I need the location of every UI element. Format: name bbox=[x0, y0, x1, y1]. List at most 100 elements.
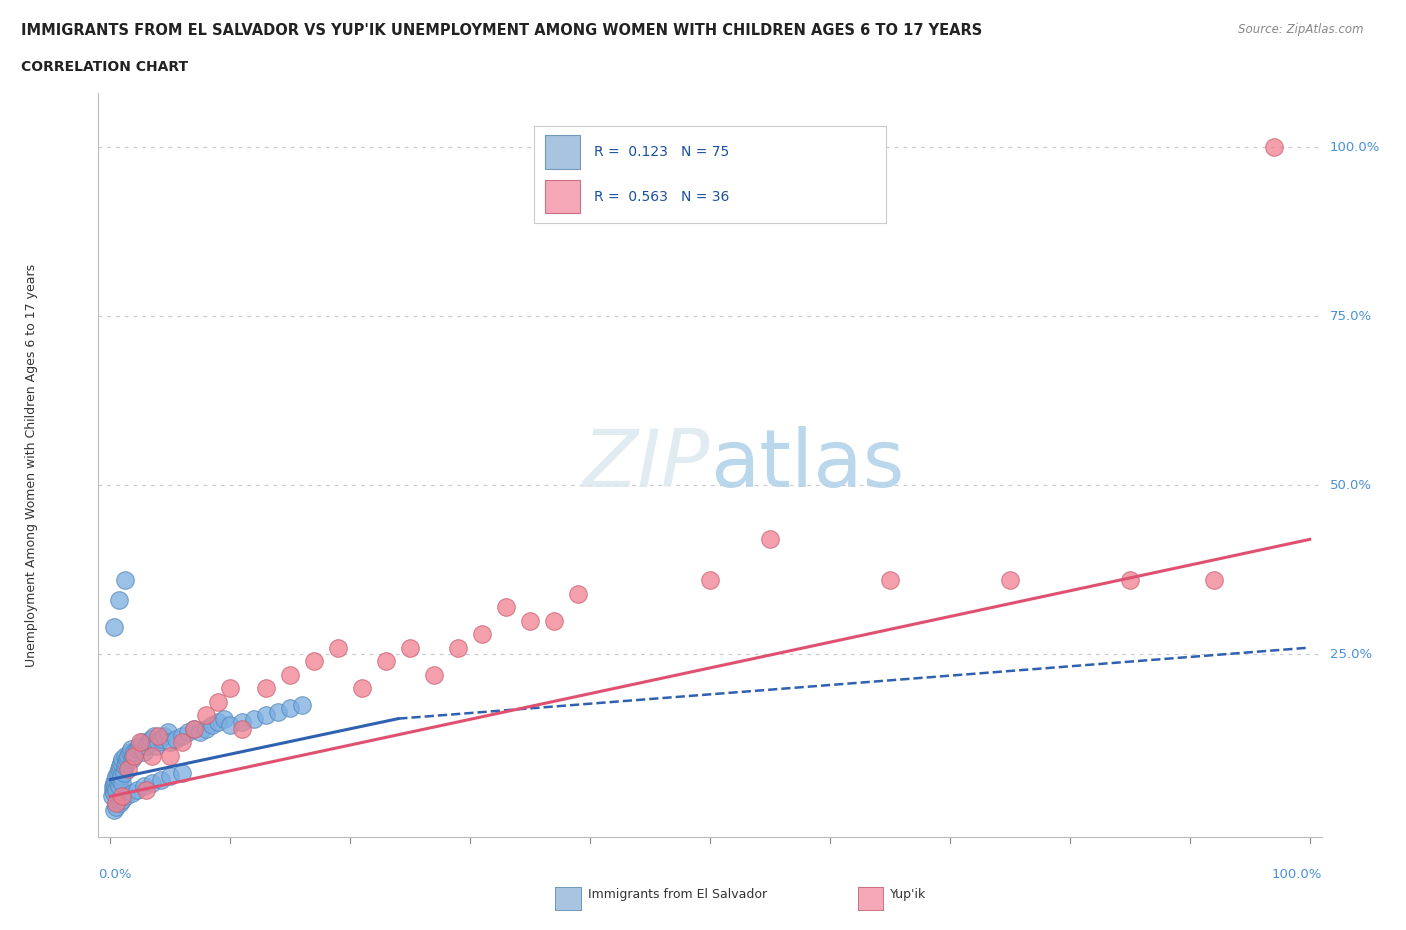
Text: Yup'ik: Yup'ik bbox=[890, 888, 927, 901]
Text: 50.0%: 50.0% bbox=[1330, 479, 1372, 492]
Point bbox=[495, 600, 517, 615]
Point bbox=[699, 573, 721, 588]
Point bbox=[471, 627, 494, 642]
Point bbox=[159, 735, 181, 750]
Point bbox=[543, 613, 565, 628]
Point bbox=[352, 681, 374, 696]
Point bbox=[214, 711, 236, 726]
Point bbox=[201, 718, 224, 733]
Point bbox=[107, 765, 129, 780]
Point bbox=[195, 708, 218, 723]
Point bbox=[172, 728, 194, 743]
Text: IMMIGRANTS FROM EL SALVADOR VS YUP'IK UNEMPLOYMENT AMONG WOMEN WITH CHILDREN AGE: IMMIGRANTS FROM EL SALVADOR VS YUP'IK UN… bbox=[21, 23, 983, 38]
Point bbox=[183, 722, 205, 737]
Point bbox=[108, 592, 129, 607]
Point bbox=[183, 722, 205, 737]
Point bbox=[153, 728, 176, 743]
Point bbox=[141, 749, 163, 764]
Point bbox=[122, 749, 145, 764]
Point bbox=[172, 765, 194, 780]
Point bbox=[998, 573, 1021, 588]
Point bbox=[132, 778, 155, 793]
Point bbox=[149, 732, 172, 747]
Text: ZIP: ZIP bbox=[582, 426, 710, 504]
Point bbox=[291, 698, 314, 712]
Text: Immigrants from El Salvador: Immigrants from El Salvador bbox=[588, 888, 766, 901]
Point bbox=[115, 751, 138, 766]
Text: Source: ZipAtlas.com: Source: ZipAtlas.com bbox=[1239, 23, 1364, 36]
Point bbox=[105, 782, 128, 797]
Point bbox=[1263, 140, 1285, 154]
Point bbox=[124, 749, 146, 764]
Point bbox=[188, 724, 211, 739]
Point bbox=[141, 776, 163, 790]
Point bbox=[135, 738, 157, 753]
Text: 25.0%: 25.0% bbox=[1330, 648, 1372, 661]
Point bbox=[219, 718, 242, 733]
Text: CORRELATION CHART: CORRELATION CHART bbox=[21, 60, 188, 74]
Point bbox=[399, 640, 422, 655]
Point bbox=[120, 741, 142, 756]
Point bbox=[103, 786, 125, 801]
Point bbox=[131, 735, 153, 750]
Point bbox=[124, 745, 146, 760]
Point bbox=[125, 782, 148, 797]
Point bbox=[195, 722, 218, 737]
Point bbox=[112, 765, 135, 780]
Point bbox=[267, 704, 290, 719]
Point bbox=[156, 724, 179, 739]
Point bbox=[207, 695, 229, 710]
Point bbox=[103, 776, 125, 790]
Point bbox=[879, 573, 901, 588]
Point bbox=[121, 751, 143, 766]
Point bbox=[114, 759, 136, 774]
Point bbox=[149, 772, 172, 787]
Point bbox=[100, 789, 122, 804]
Point bbox=[111, 792, 134, 807]
Point bbox=[148, 728, 170, 743]
Text: Unemployment Among Women with Children Ages 6 to 17 years: Unemployment Among Women with Children A… bbox=[25, 263, 38, 667]
Point bbox=[114, 573, 136, 588]
Text: R =  0.123   N = 75: R = 0.123 N = 75 bbox=[593, 145, 730, 159]
Text: 100.0%: 100.0% bbox=[1271, 868, 1322, 881]
Point bbox=[148, 735, 170, 750]
Text: 75.0%: 75.0% bbox=[1330, 310, 1372, 323]
Point bbox=[111, 776, 134, 790]
Point bbox=[135, 782, 157, 797]
Point bbox=[243, 711, 266, 726]
Point bbox=[108, 778, 129, 793]
Point bbox=[165, 732, 187, 747]
Bar bbox=[544, 136, 579, 168]
Point bbox=[115, 789, 138, 804]
Point bbox=[207, 714, 229, 729]
Point bbox=[111, 751, 134, 766]
Point bbox=[101, 782, 124, 797]
Point bbox=[114, 749, 136, 764]
Point bbox=[121, 786, 143, 801]
Point bbox=[328, 640, 350, 655]
Point bbox=[1119, 573, 1142, 588]
Point bbox=[125, 741, 148, 756]
Bar bbox=[544, 180, 579, 214]
Point bbox=[101, 778, 124, 793]
Point bbox=[138, 735, 160, 750]
Point bbox=[111, 789, 134, 804]
Point bbox=[145, 738, 167, 753]
Point bbox=[108, 759, 131, 774]
Point bbox=[128, 738, 150, 753]
Point bbox=[278, 667, 301, 682]
Point bbox=[177, 724, 200, 739]
Point bbox=[519, 613, 541, 628]
Point bbox=[159, 749, 181, 764]
Point bbox=[375, 654, 398, 669]
Text: 100.0%: 100.0% bbox=[1330, 140, 1381, 153]
Point bbox=[759, 532, 782, 547]
Point bbox=[219, 681, 242, 696]
Point bbox=[231, 714, 253, 729]
Point bbox=[132, 745, 155, 760]
Point bbox=[141, 732, 163, 747]
Point bbox=[304, 654, 326, 669]
Point bbox=[117, 749, 139, 764]
Point bbox=[110, 769, 132, 784]
Point bbox=[103, 803, 125, 817]
